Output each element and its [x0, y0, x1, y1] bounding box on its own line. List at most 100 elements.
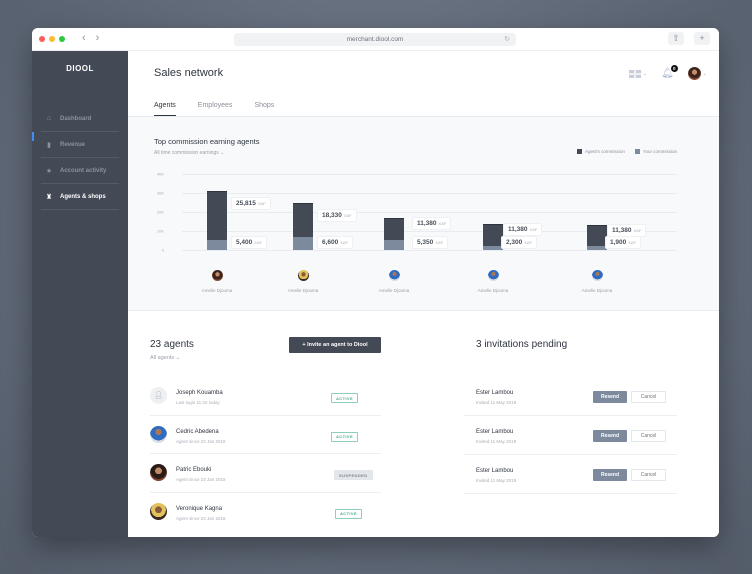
- chevron-down-icon: ⌄: [702, 70, 707, 77]
- agent-caption[interactable]: Amelie Djouma: [463, 268, 523, 293]
- invitee-name: Ester Lambou: [476, 468, 514, 474]
- bar-your-commission: [207, 239, 227, 250]
- sidebar-item-agents-shops[interactable]: ♜ Agents & shops: [41, 184, 119, 210]
- y-tick-label: 0: [161, 247, 164, 253]
- avatar: [211, 270, 223, 281]
- gridline: [182, 231, 677, 232]
- avatar: [388, 270, 400, 281]
- maximize-window-button[interactable]: [59, 36, 65, 42]
- browser-titlebar: ‹ › merchant.diool.com ↻ ⇧ +: [32, 28, 719, 51]
- legend-item-yours: Your commission: [634, 149, 677, 154]
- gridline: [182, 250, 677, 251]
- chart-legend: Agent's commission Your commission: [577, 149, 677, 154]
- list-item[interactable]: Veronique Kagna Agent since 23 Jan 2018 …: [150, 493, 381, 532]
- agent-caption[interactable]: Amelie Djouma: [567, 268, 627, 293]
- avatar: [591, 270, 603, 281]
- cancel-button[interactable]: Cancel: [631, 391, 666, 403]
- user-menu[interactable]: ⌄: [687, 67, 707, 80]
- page-title: Sales network: [154, 67, 224, 79]
- legend-label: Agent's commission: [585, 149, 625, 154]
- legend-label: Your commission: [642, 149, 677, 154]
- gridline: [182, 174, 677, 175]
- url-text: merchant.diool.com: [346, 36, 404, 43]
- commission-chart-section: Top commission earning agents All time c…: [128, 117, 719, 311]
- bar-agent-commission: [384, 218, 404, 240]
- y-tick-label: 30K: [156, 190, 164, 196]
- sidebar-item-revenue[interactable]: ▮ Revenue: [41, 132, 119, 158]
- bar-chart-icon: ▮: [47, 141, 51, 149]
- agent-name: Joseph Kouamba: [176, 390, 223, 396]
- close-window-button[interactable]: [39, 36, 45, 42]
- sidebar: DIOOL ⌂ Dashboard ▮ Revenue ★ Account ac…: [32, 51, 128, 537]
- tab-employees[interactable]: Employees: [197, 102, 233, 109]
- minimize-window-button[interactable]: [49, 36, 55, 42]
- agent-meta: Agent since 23 Jan 2018: [176, 438, 226, 444]
- agent-caption[interactable]: Amelie Djouma: [364, 268, 424, 293]
- bar-agent-commission: [587, 224, 607, 247]
- invite-agent-button[interactable]: + Invite an agent to Diool: [289, 337, 381, 353]
- your-commission-label: 2,300 XAF: [501, 236, 538, 249]
- bar-your-commission: [384, 239, 404, 250]
- bar-stack[interactable]: [384, 174, 404, 250]
- your-commission-label: 5,350 XAF: [412, 236, 449, 249]
- list-item[interactable]: 👤︎ Joseph Kouamba Last login 11:32 today…: [150, 377, 381, 416]
- bar-stack[interactable]: [587, 174, 607, 250]
- legend-item-agent: Agent's commission: [577, 149, 625, 154]
- user-placeholder-icon: 👤︎: [150, 387, 167, 404]
- chart-filter-dropdown[interactable]: All time commission earnings ⌄: [154, 150, 225, 156]
- tab-agents[interactable]: Agents: [154, 102, 176, 116]
- agent-name: Amelie Djouma: [378, 288, 410, 293]
- star-icon: ★: [45, 167, 53, 175]
- tab-shops[interactable]: Shops: [254, 102, 275, 109]
- invitee-name: Ester Lambou: [476, 429, 514, 435]
- uk-flag-icon: [628, 69, 641, 78]
- invitation-list: Ester Lambou Invited 11 May 2019 Resend …: [464, 377, 677, 494]
- page-header: Sales network Agents Employees Shops ⌄ 🔔…: [128, 51, 719, 117]
- share-icon: ⇧: [672, 33, 680, 43]
- chevron-left-icon[interactable]: ‹: [82, 32, 86, 44]
- bar-stack[interactable]: [483, 174, 503, 250]
- invite-date: Invited 11 May 2019: [476, 400, 517, 405]
- notifications-button[interactable]: 🔔︎ 0: [661, 65, 678, 79]
- avatar: [150, 502, 167, 520]
- url-bar[interactable]: merchant.diool.com ↻: [234, 33, 516, 46]
- your-commission-label: 5,400 XAF: [231, 236, 268, 249]
- sidebar-item-label: Agents & shops: [60, 193, 106, 200]
- agent-meta: Agent since 23 Jan 2018: [176, 477, 226, 482]
- sidebar-item-account-activity[interactable]: ★ Account activity: [41, 158, 119, 184]
- tab-bar: Agents Employees Shops: [154, 102, 274, 116]
- sidebar-item-dashboard[interactable]: ⌂ Dashboard: [32, 106, 119, 141]
- bar-stack[interactable]: [293, 174, 313, 250]
- y-tick-label: 20K: [156, 209, 164, 215]
- agent-name: Amelie Djouma: [581, 288, 613, 293]
- reload-icon[interactable]: ↻: [504, 36, 510, 43]
- new-tab-button[interactable]: +: [694, 32, 710, 45]
- agent-caption[interactable]: Amelie Djouma: [273, 268, 333, 293]
- cancel-button[interactable]: Cancel: [631, 430, 666, 442]
- your-commission-label: 1,900 XAF: [605, 236, 642, 249]
- chevron-right-icon[interactable]: ›: [95, 32, 100, 44]
- logo: DIOOL: [66, 64, 94, 73]
- list-item[interactable]: Patric Ebouki Agent since 23 Jan 2018 SU…: [150, 454, 381, 493]
- gridline: [182, 193, 677, 194]
- invite-date: Invited 11 May 2019: [476, 478, 517, 483]
- cancel-button[interactable]: Cancel: [631, 469, 666, 481]
- agent-name: Amelie Djouma: [287, 288, 319, 293]
- bar-stack[interactable]: [207, 174, 227, 250]
- list-item: Ester Lambou Invited 11 May 2019 Resend …: [464, 416, 677, 455]
- language-selector[interactable]: ⌄: [628, 69, 647, 78]
- browser-window: ‹ › merchant.diool.com ↻ ⇧ + DIOOL ⌂ Das…: [32, 28, 719, 537]
- agent-caption[interactable]: Amelie Djouma: [187, 268, 247, 293]
- sidebar-item-label: Dashboard: [60, 115, 92, 122]
- share-button[interactable]: ⇧: [668, 32, 684, 45]
- agents-count-title: 23 agents: [150, 339, 194, 350]
- agent-commission-label: 11,380 XAF: [503, 223, 543, 236]
- resend-button[interactable]: Resend: [593, 391, 627, 403]
- main-content: Sales network Agents Employees Shops ⌄ 🔔…: [128, 51, 719, 537]
- resend-button[interactable]: Resend: [593, 430, 627, 442]
- window-controls: [39, 36, 65, 42]
- list-item[interactable]: Cedric Abedena Agent since 23 Jan 2018 A…: [150, 416, 381, 454]
- legend-swatch: [634, 149, 640, 154]
- resend-button[interactable]: Resend: [593, 469, 627, 481]
- agents-filter-dropdown[interactable]: All agents ⌄: [150, 355, 181, 361]
